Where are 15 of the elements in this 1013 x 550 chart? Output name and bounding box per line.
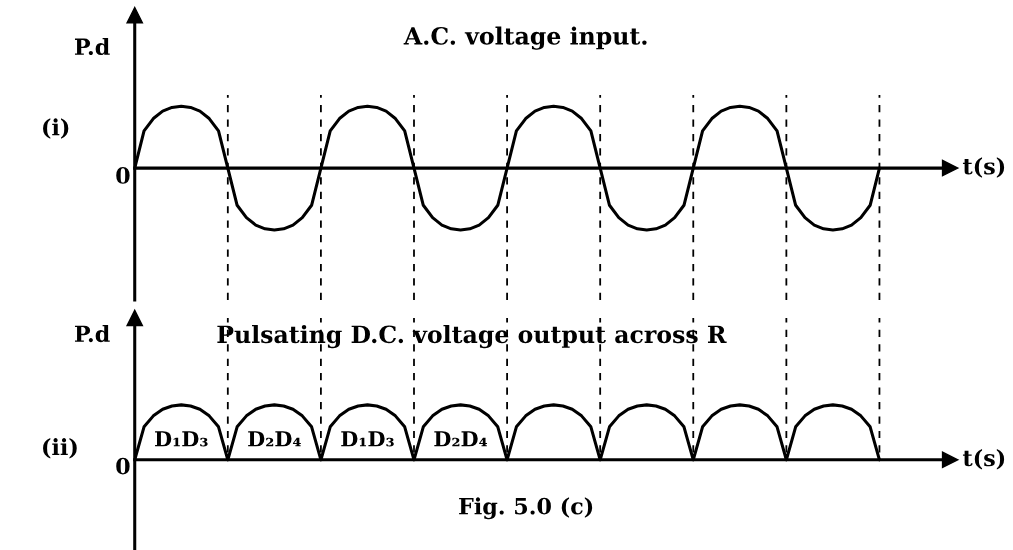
text: 0	[116, 457, 130, 475]
text: (ii)	[43, 438, 77, 459]
y-axis-title: P.d	[74, 37, 110, 56]
chart-title: Pulsating D.C. voltage output across R	[217, 324, 727, 349]
annotation: D₁D₃	[341, 431, 394, 447]
y-axis-title: P.d	[74, 324, 110, 343]
x-axis-title: t(s)	[962, 157, 1005, 178]
annotation: D₂D₄	[248, 431, 301, 447]
chart-title: A.C. voltage input.	[403, 26, 647, 50]
caption: Fig. 5.0 (c)	[459, 497, 593, 520]
annotation: D₂D₄	[434, 431, 488, 447]
text: (i)	[43, 118, 69, 139]
annotation: D₁D₃	[155, 431, 208, 447]
text: 0	[116, 167, 130, 184]
x-axis-title: t(s)	[962, 449, 1005, 470]
